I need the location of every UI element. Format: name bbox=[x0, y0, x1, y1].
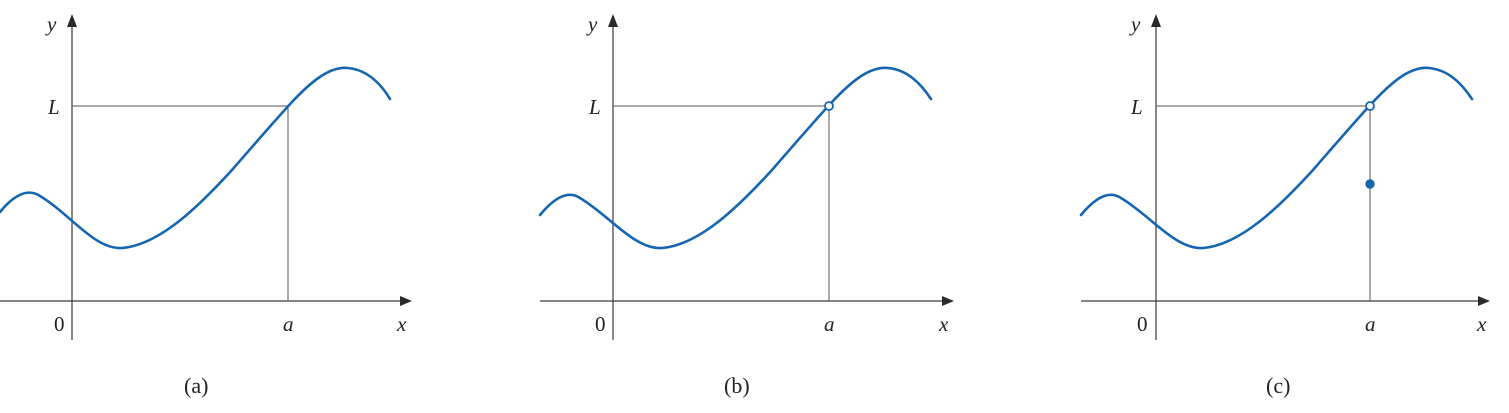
x-axis-label: x bbox=[938, 312, 949, 336]
L-marker-label: L bbox=[47, 95, 60, 119]
x-axis-arrow-icon bbox=[400, 296, 412, 306]
function-curve bbox=[0, 66, 392, 250]
open-circle-icon bbox=[824, 101, 834, 111]
panel-caption: (b) bbox=[724, 373, 750, 398]
x-axis-arrow-icon bbox=[1478, 296, 1490, 306]
open-circle-icon bbox=[1365, 101, 1375, 111]
y-axis-label: y bbox=[45, 12, 57, 36]
a-marker-label: a bbox=[283, 312, 294, 336]
function-curve bbox=[1079, 66, 1474, 250]
y-axis-label: y bbox=[1129, 12, 1141, 36]
L-marker-label: L bbox=[1130, 95, 1143, 119]
panel-caption: (c) bbox=[1266, 373, 1290, 398]
filled-point-icon bbox=[1365, 179, 1375, 189]
y-axis-arrow-icon bbox=[67, 14, 77, 27]
y-axis-label: y bbox=[586, 12, 598, 36]
panel-a: y x 0 a L (a) bbox=[0, 12, 412, 398]
y-axis-arrow-icon bbox=[1151, 14, 1161, 27]
panel-b: y x 0 a L (b) bbox=[538, 12, 954, 398]
origin-label: 0 bbox=[595, 312, 606, 336]
function-curve bbox=[538, 66, 933, 250]
y-axis-arrow-icon bbox=[608, 14, 618, 27]
origin-label: 0 bbox=[54, 312, 65, 336]
x-axis-label: x bbox=[1476, 312, 1487, 336]
panel-c: y x 0 a L (c) bbox=[1079, 12, 1490, 398]
a-marker-label: a bbox=[1365, 312, 1376, 336]
x-axis-label: x bbox=[396, 312, 407, 336]
origin-label: 0 bbox=[1137, 312, 1148, 336]
panel-caption: (a) bbox=[184, 373, 208, 398]
a-marker-label: a bbox=[824, 312, 835, 336]
x-axis-arrow-icon bbox=[942, 296, 954, 306]
L-marker-label: L bbox=[588, 95, 601, 119]
